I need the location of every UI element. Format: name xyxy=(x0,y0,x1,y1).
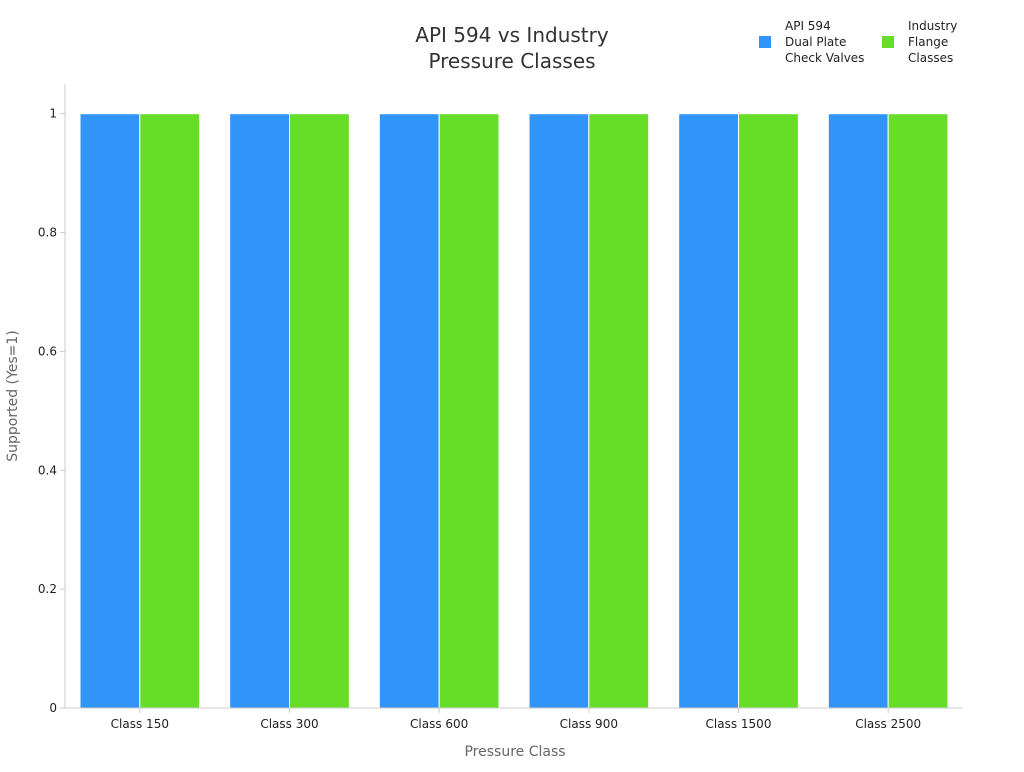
x-tick-label: Class 600 xyxy=(410,717,468,731)
legend-label-api-594-line-2: Dual Plate xyxy=(785,35,846,49)
x-axis-title: Pressure Class xyxy=(464,744,565,760)
bar-series-0-class-2500 xyxy=(827,113,889,709)
legend: API 594 Dual Plate Check Valves Industry… xyxy=(759,19,957,65)
bar-series-1-class-600 xyxy=(438,113,500,709)
y-tick-label: 0.2 xyxy=(38,582,57,596)
legend-swatch-api-594 xyxy=(759,36,771,48)
axes: 0 0.2 0.4 0.6 0.8 1 Class 150 Class 300 Class 60… xyxy=(38,84,963,731)
bar-series-0-class-600 xyxy=(378,113,440,709)
x-tick-label: Class 150 xyxy=(111,717,169,731)
x-tick-label: Class 900 xyxy=(560,717,618,731)
x-tick-label: Class 300 xyxy=(260,717,318,731)
chart-title-line-2: Pressure Classes xyxy=(428,49,595,73)
chart-title: API 594 vs Industry Pressure Classes xyxy=(415,23,609,73)
x-tick-label: Class 1500 xyxy=(706,717,772,731)
bar-series-1-class-300 xyxy=(289,113,350,709)
y-axis-title: Supported (Yes=1) xyxy=(5,330,21,461)
y-tick-label: 0.4 xyxy=(38,463,57,477)
bar-series-0-class-300 xyxy=(229,113,291,709)
bar-series-1-class-150 xyxy=(139,113,201,709)
legend-label-industry-line-3: Classes xyxy=(908,51,953,65)
bar-series-1-class-1500 xyxy=(738,113,799,709)
y-tick-label: 0.6 xyxy=(38,344,57,358)
legend-swatch-industry xyxy=(882,36,894,48)
bars xyxy=(79,113,949,709)
legend-label-industry-line-1: Industry xyxy=(908,19,957,33)
bar-series-0-class-1500 xyxy=(678,113,740,709)
bar-series-1-class-2500 xyxy=(887,113,949,709)
legend-label-api-594-line-3: Check Valves xyxy=(785,51,864,65)
chart-title-line-1: API 594 vs Industry xyxy=(415,23,609,47)
bar-series-0-class-900 xyxy=(528,113,590,709)
legend-label-api-594-line-1: API 594 xyxy=(785,19,831,33)
bar-series-1-class-900 xyxy=(588,113,650,709)
y-tick-label: 1 xyxy=(49,107,57,121)
x-tick-label: Class 2500 xyxy=(855,717,921,731)
bar-series-0-class-150 xyxy=(79,113,141,709)
y-tick-label: 0.8 xyxy=(38,226,57,240)
legend-label-industry-line-2: Flange xyxy=(908,35,948,49)
y-tick-label: 0 xyxy=(49,701,57,715)
